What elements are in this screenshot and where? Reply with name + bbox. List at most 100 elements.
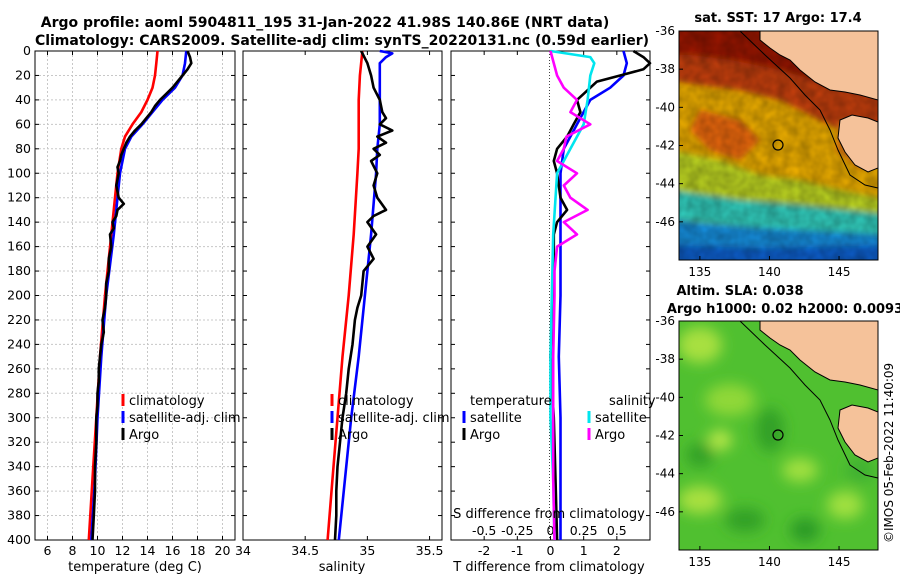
map-y-tick-label: -40 — [655, 100, 675, 114]
y-tick-label: 100 — [7, 165, 31, 180]
s-difference-top-axis: -0.5 -0.25 0 0.25 0.5 — [472, 523, 627, 538]
sst-land-mainland — [759, 31, 878, 101]
y-tick-label: 340 — [7, 459, 31, 474]
y-tick-label: 380 — [7, 508, 31, 523]
map-y-tick-label: -42 — [655, 429, 675, 443]
map-x-tick-label: 145 — [828, 555, 851, 569]
sla-map-field — [679, 321, 878, 550]
y-tick-label: 280 — [7, 385, 31, 400]
legend-t-satellite-label: satellite — [470, 411, 522, 426]
y-tick-label: 260 — [7, 361, 31, 376]
legend-salinity-title: salinity — [609, 394, 656, 409]
series-argo — [91, 50, 193, 541]
legend-argo-label: Argo — [338, 428, 368, 443]
s-difference-label: S difference from climatology — [453, 507, 645, 522]
x-tick-label: 34 — [235, 543, 251, 558]
salinity-y-ticks — [243, 50, 442, 541]
x-tick-label: 20 — [215, 543, 231, 558]
sst-land-tasmania — [837, 114, 878, 173]
x-tick-label: 35.5 — [416, 543, 444, 558]
depth-axis: 0 20 40 60 80 100 120 140 160 180 200 220 240 260 280 3… — [7, 43, 235, 547]
y-tick-label: 140 — [7, 214, 31, 229]
x-tick-label: 14 — [140, 543, 156, 558]
sst-map-ticks: 135 140 145 -36 -38 -40 -42 -44 -46 — [655, 24, 850, 279]
legend-satellite-label: satellite-adj. clim — [338, 411, 450, 426]
x-tick-label: 0 — [547, 543, 555, 558]
temperature-xlabel: temperature (deg C) — [68, 560, 202, 575]
temperature-legend: climatology satellite-adj. clim Argo — [121, 394, 241, 443]
series-argo — [333, 50, 394, 541]
map-x-tick-label: 135 — [688, 265, 711, 279]
x-tick-label: -1 — [511, 543, 523, 558]
map-x-tick-label: 135 — [688, 555, 711, 569]
y-tick-label: 220 — [7, 312, 31, 327]
sst-argo-marker — [772, 139, 784, 151]
x-tick-label: 18 — [190, 543, 206, 558]
salinity-xlabel: salinity — [319, 560, 366, 575]
map-y-tick-label: -44 — [655, 467, 675, 481]
sst-map: sat. SST: 17 Argo: 17.4 135 140 145 -36 -38 -… — [655, 11, 879, 279]
sla-contour — [739, 321, 878, 479]
top-tick-label: 0.5 — [607, 523, 627, 538]
y-tick-label: 180 — [7, 263, 31, 278]
series-temperature-argo — [549, 49, 652, 541]
series-satellite-adj-clim — [337, 49, 394, 541]
salinity-panel: 34 34.5 35 35.5 salinity climatology satell… — [235, 49, 450, 575]
imos-watermark: ©IMOS 05-Feb-2022 11:40:09 — [882, 363, 896, 543]
map-x-tick-label: 145 — [828, 265, 851, 279]
x-tick-label: 1 — [580, 543, 588, 558]
temperature-grid — [35, 50, 235, 541]
y-tick-label: 360 — [7, 483, 31, 498]
y-tick-label: 400 — [7, 532, 31, 547]
series-salinity-satellite — [549, 49, 596, 541]
sla-argo-marker — [772, 429, 784, 441]
title-line-2: Climatology: CARS2009. Satellite-adj cli… — [35, 33, 649, 49]
sla-blobs — [679, 327, 874, 542]
series-satellite-adj-clim — [90, 50, 188, 541]
top-tick-label: 0 — [547, 523, 555, 538]
sla-map-title-1: Altim. SLA: 0.038 — [677, 284, 804, 299]
map-y-tick-label: -36 — [655, 314, 675, 328]
y-tick-label: 240 — [7, 336, 31, 351]
x-tick-label: -2 — [478, 543, 490, 558]
sst-map-title: sat. SST: 17 Argo: 17.4 — [694, 11, 861, 26]
legend-temperature-title: temperature — [470, 394, 552, 409]
sla-map-ticks: 135 140 145 -36 -38 -40 -42 -44 -46 — [655, 314, 850, 569]
top-tick-label: -0.5 — [472, 523, 496, 538]
series-temperature-satellite — [557, 50, 629, 540]
map-x-tick-label: 140 — [758, 265, 781, 279]
y-tick-label: 60 — [15, 116, 31, 131]
difference-y-ticks — [451, 50, 650, 541]
y-tick-label: 160 — [7, 239, 31, 254]
legend-climatology-label: climatology — [129, 394, 205, 409]
salinity-x-axis: 34 34.5 35 35.5 — [235, 51, 443, 558]
x-tick-label: 10 — [90, 543, 106, 558]
y-tick-label: 300 — [7, 410, 31, 425]
y-tick-label: 320 — [7, 434, 31, 449]
salinity-axes-box — [242, 50, 443, 541]
sla-land-tasmania — [837, 404, 878, 463]
x-tick-label: 34.5 — [291, 543, 319, 558]
y-tick-label: 120 — [7, 190, 31, 205]
legend-satellite-label: satellite-adj. clim — [129, 411, 241, 426]
y-tick-label: 200 — [7, 288, 31, 303]
x-tick-label: 6 — [44, 543, 52, 558]
map-y-tick-label: -46 — [655, 505, 675, 519]
temperature-diff-legend: temperature satellite Argo — [462, 394, 552, 443]
legend-s-argo-label: Argo — [595, 428, 625, 443]
legend-climatology-label: climatology — [338, 394, 414, 409]
temperature-x-axis: 6 8 10 12 14 16 18 20 — [44, 51, 231, 558]
map-y-tick-label: -40 — [655, 390, 675, 404]
legend-argo-label: Argo — [129, 428, 159, 443]
map-y-tick-label: -38 — [655, 62, 675, 76]
legend-t-argo-label: Argo — [470, 428, 500, 443]
y-tick-label: 0 — [23, 43, 31, 58]
t-difference-x-axis: -2 -1 0 1 2 — [478, 51, 621, 558]
map-y-tick-label: -38 — [655, 352, 675, 366]
series-climatology — [326, 50, 364, 541]
difference-panel: -2 -1 0 1 2 -0.5 -0.25 0 0.25 0.5 T difference f… — [450, 49, 656, 575]
map-y-tick-label: -36 — [655, 24, 675, 38]
title-line-1: Argo profile: aoml 5904811_195 31-Jan-20… — [41, 15, 610, 31]
salinity-lines — [326, 49, 394, 541]
